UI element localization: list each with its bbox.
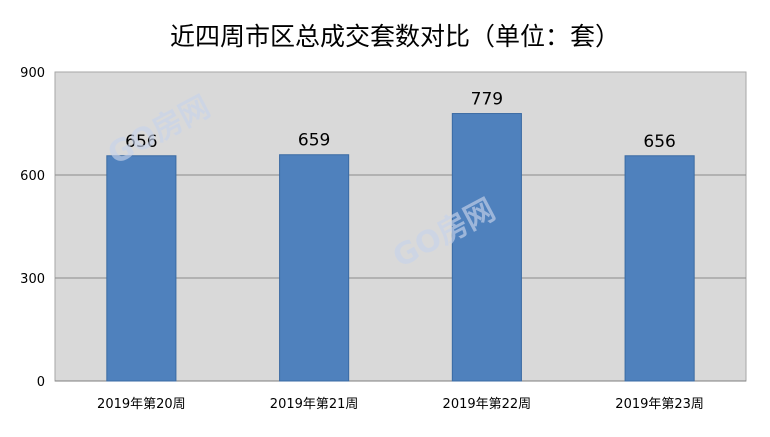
- data-label: 779: [471, 90, 503, 110]
- y-tick-label: 600: [20, 169, 45, 184]
- x-category-label: 2019年第22周: [443, 397, 532, 412]
- y-axis-ticks: 0 300 600 900: [20, 66, 45, 390]
- bar: [106, 155, 177, 382]
- x-category-label: 2019年第23周: [615, 397, 704, 412]
- x-axis-labels: 2019年第20周 2019年第21周 2019年第22周 2019年第23周: [97, 397, 704, 412]
- data-label: 659: [298, 131, 330, 151]
- data-label: 656: [643, 132, 675, 152]
- bar: [624, 155, 695, 382]
- y-tick-label: 0: [37, 375, 45, 390]
- data-labels: 656 659 779 656: [125, 90, 676, 152]
- bar: [279, 154, 350, 382]
- bar: [451, 113, 522, 382]
- data-label: 656: [125, 132, 157, 152]
- y-tick-label: 900: [20, 66, 45, 81]
- bars: [106, 113, 695, 382]
- y-tick-label: 300: [20, 272, 45, 287]
- chart-title: 近四周市区总成交套数对比（单位：套）: [170, 22, 620, 51]
- x-category-label: 2019年第21周: [270, 397, 359, 412]
- x-category-label: 2019年第20周: [97, 397, 186, 412]
